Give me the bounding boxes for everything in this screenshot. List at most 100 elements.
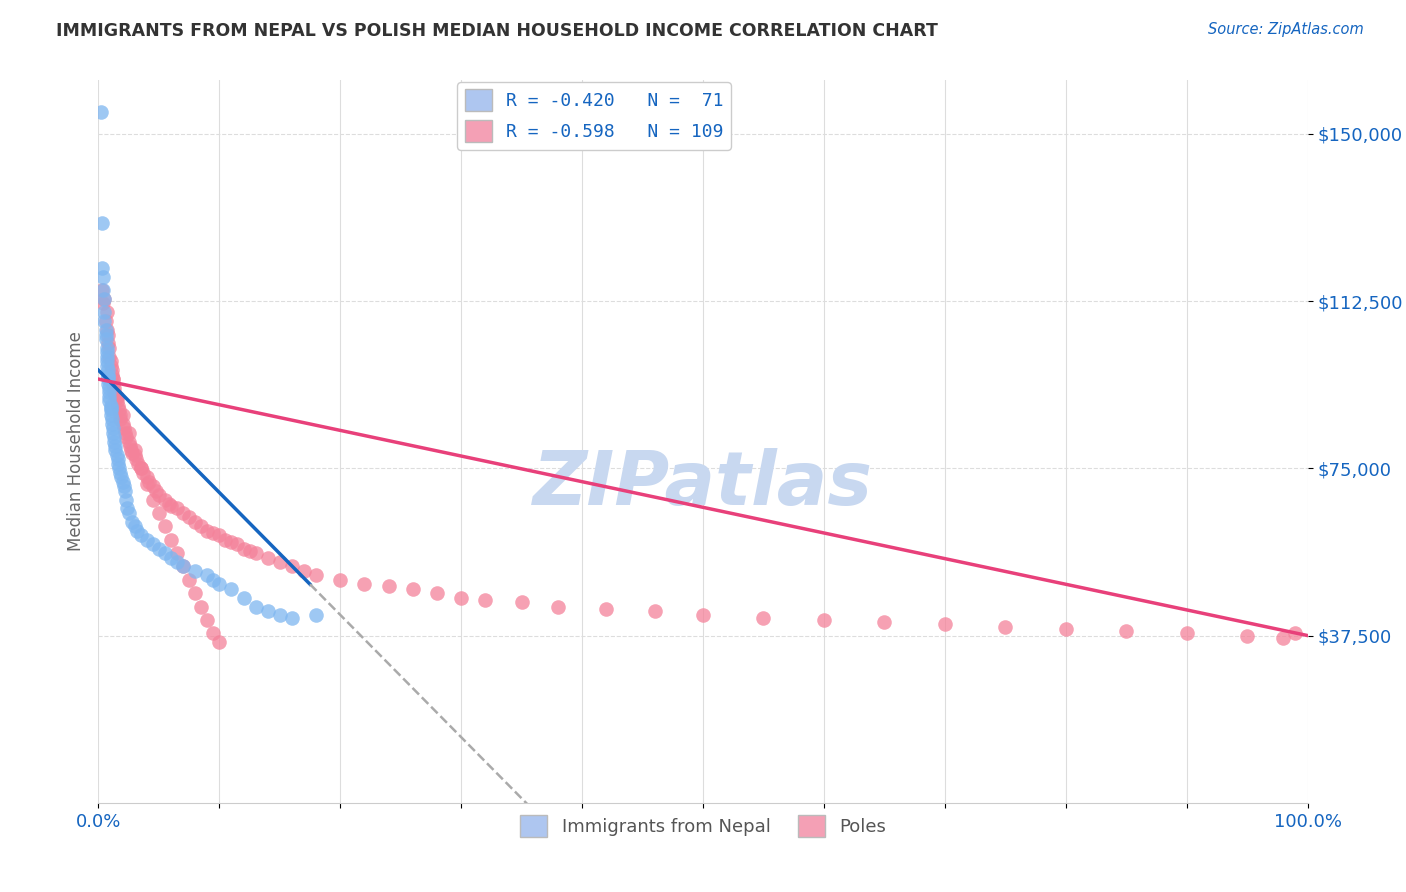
Point xyxy=(96,345,118,359)
Text: Source: ZipAtlas.com: Source: ZipAtlas.com xyxy=(1208,22,1364,37)
Point xyxy=(118,506,141,520)
Point xyxy=(239,543,262,558)
Point xyxy=(547,599,569,614)
Point xyxy=(256,550,278,565)
Point xyxy=(107,457,129,471)
Point xyxy=(195,613,218,627)
Point xyxy=(1284,626,1306,640)
Point xyxy=(121,515,143,529)
Point xyxy=(111,475,134,489)
Point xyxy=(1115,624,1137,639)
Point xyxy=(1236,628,1258,642)
Point xyxy=(104,443,127,458)
Point xyxy=(91,216,114,230)
Point xyxy=(98,394,121,409)
Point xyxy=(125,452,148,467)
Point xyxy=(1272,631,1295,645)
Y-axis label: Median Household Income: Median Household Income xyxy=(66,332,84,551)
Point xyxy=(153,519,176,533)
Point xyxy=(108,466,131,480)
Point xyxy=(208,528,231,542)
Point xyxy=(269,608,291,623)
Point xyxy=(114,483,136,498)
Point xyxy=(108,461,131,475)
Point xyxy=(692,608,714,623)
Point xyxy=(202,573,225,587)
Text: ZIPatlas: ZIPatlas xyxy=(533,449,873,522)
Point xyxy=(1054,622,1077,636)
Point xyxy=(100,363,122,377)
Point xyxy=(221,534,243,549)
Point xyxy=(226,537,249,551)
Point xyxy=(292,564,315,578)
Point xyxy=(91,283,114,297)
Point xyxy=(172,559,194,574)
Point xyxy=(208,635,231,649)
Point xyxy=(127,524,149,538)
Point xyxy=(96,359,118,373)
Point xyxy=(426,586,449,600)
Point xyxy=(1175,626,1198,640)
Point xyxy=(157,497,180,511)
Point xyxy=(94,332,117,346)
Point xyxy=(93,314,115,328)
Point xyxy=(100,408,122,422)
Point xyxy=(103,430,125,444)
Point xyxy=(245,546,267,560)
Point xyxy=(101,425,124,440)
Point xyxy=(245,599,267,614)
Point xyxy=(148,541,170,556)
Point xyxy=(142,492,165,507)
Point xyxy=(813,613,835,627)
Point xyxy=(100,399,122,413)
Point xyxy=(97,368,120,382)
Point xyxy=(142,479,165,493)
Point xyxy=(377,580,399,594)
Point xyxy=(305,608,328,623)
Point xyxy=(281,559,304,574)
Point xyxy=(115,492,138,507)
Point xyxy=(105,394,128,409)
Point xyxy=(91,269,114,284)
Point xyxy=(195,524,218,538)
Point xyxy=(120,443,142,458)
Point xyxy=(208,577,231,591)
Point xyxy=(97,369,120,384)
Point xyxy=(190,599,212,614)
Point xyxy=(93,305,115,319)
Point xyxy=(305,568,328,582)
Point xyxy=(100,354,122,368)
Text: IMMIGRANTS FROM NEPAL VS POLISH MEDIAN HOUSEHOLD INCOME CORRELATION CHART: IMMIGRANTS FROM NEPAL VS POLISH MEDIAN H… xyxy=(56,22,938,40)
Point xyxy=(101,376,124,391)
Point xyxy=(256,604,278,618)
Point xyxy=(474,592,496,607)
Point xyxy=(873,615,896,630)
Point xyxy=(145,483,167,498)
Point xyxy=(127,457,149,471)
Point xyxy=(103,381,125,395)
Point xyxy=(450,591,472,605)
Point xyxy=(98,341,121,355)
Point xyxy=(105,390,128,404)
Point xyxy=(129,528,152,542)
Point xyxy=(281,611,304,625)
Point xyxy=(111,408,134,422)
Point xyxy=(107,452,129,467)
Point xyxy=(124,519,146,533)
Point xyxy=(124,443,146,458)
Point xyxy=(172,559,194,574)
Point xyxy=(179,510,201,524)
Point xyxy=(148,506,170,520)
Point xyxy=(112,479,135,493)
Point xyxy=(132,466,155,480)
Point xyxy=(96,354,118,368)
Point xyxy=(103,434,125,449)
Point xyxy=(510,595,533,609)
Point xyxy=(93,292,115,306)
Point xyxy=(105,390,128,404)
Point xyxy=(104,439,127,453)
Point xyxy=(100,412,122,426)
Point xyxy=(142,537,165,551)
Point xyxy=(166,555,188,569)
Point xyxy=(221,582,243,596)
